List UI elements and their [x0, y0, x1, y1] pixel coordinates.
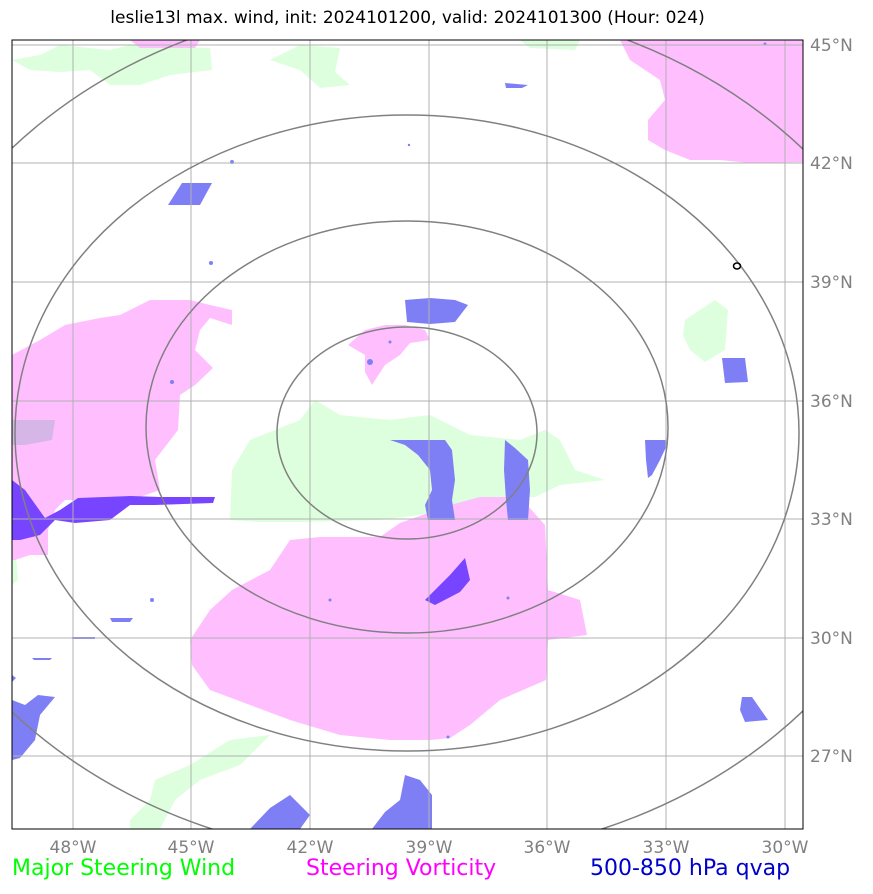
- range-rings: [12, 40, 803, 829]
- latitude-axis: 45°N 42°N 39°N 36°N 33°N 30°N 27°N: [810, 36, 853, 767]
- lon-label-45: 45°W: [168, 838, 215, 858]
- lat-label-30: 30°N: [810, 629, 853, 649]
- lat-label-36: 36°N: [810, 392, 853, 412]
- graticule: [12, 40, 803, 829]
- map-title: leslie13l max. wind, init: 2024101200, v…: [110, 8, 705, 28]
- wind-contour: [732, 262, 742, 270]
- steering-vorticity-areas: [12, 40, 803, 740]
- lon-label-39: 39°W: [406, 838, 453, 858]
- lon-label-48: 48°W: [50, 838, 97, 858]
- lat-label-45: 45°N: [810, 36, 853, 56]
- lat-label-42: 42°N: [810, 154, 853, 174]
- legend-qvap: 500-850 hPa qvap: [590, 856, 791, 881]
- legend-steering-vorticity: Steering Vorticity: [306, 856, 497, 881]
- lat-label-39: 39°N: [810, 273, 853, 293]
- longitude-axis: 48°W 45°W 42°W 39°W 36°W 33°W 30°W: [50, 838, 809, 858]
- map-frame: [11, 39, 804, 830]
- legend-steering-wind: Major Steering Wind: [12, 856, 236, 881]
- lon-label-42: 42°W: [287, 838, 334, 858]
- lon-label-33: 33°W: [643, 838, 690, 858]
- overlap-areas: [12, 420, 470, 605]
- lat-label-27: 27°N: [810, 747, 853, 767]
- qvap-areas: [12, 42, 768, 829]
- lon-label-36: 36°W: [524, 838, 571, 858]
- lon-label-30: 30°W: [762, 838, 809, 858]
- lat-label-33: 33°N: [810, 510, 853, 530]
